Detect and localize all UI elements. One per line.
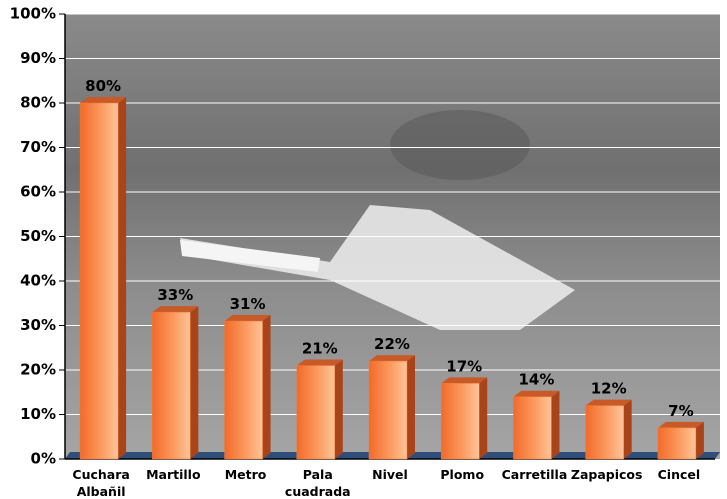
- bar-group: [657, 421, 704, 460]
- x-tick-label: Martillo: [146, 467, 201, 482]
- bar: [224, 320, 263, 460]
- y-tick-label: 80%: [20, 94, 56, 112]
- value-label: 14%: [518, 371, 554, 389]
- bar-group: [224, 315, 271, 460]
- value-label: 31%: [230, 295, 266, 313]
- bar-top: [296, 359, 343, 366]
- bar: [657, 427, 697, 460]
- x-tick-label: Nivel: [372, 467, 408, 482]
- y-tick-label: 0%: [31, 450, 56, 468]
- bar-top: [441, 377, 488, 384]
- bar: [368, 360, 408, 460]
- y-tick-label: 70%: [20, 138, 56, 156]
- y-tick-label: 100%: [10, 5, 56, 23]
- bar: [513, 396, 552, 460]
- y-tick-label: 10%: [20, 405, 56, 423]
- value-label: 22%: [374, 335, 410, 353]
- grid: [65, 13, 720, 415]
- bar-group: [296, 359, 343, 460]
- y-tick-label: 90%: [20, 49, 56, 67]
- bars: [79, 97, 704, 460]
- bar-side: [407, 355, 415, 459]
- value-label: 12%: [591, 380, 627, 398]
- value-label: 17%: [446, 357, 482, 375]
- bar-top: [152, 306, 199, 313]
- bar-side: [334, 359, 343, 459]
- bar-group: [79, 97, 127, 460]
- bar-group: [585, 399, 632, 460]
- bar-side: [262, 315, 271, 459]
- bar: [152, 311, 191, 460]
- bar-side: [190, 306, 199, 459]
- y-tick-label: 20%: [20, 361, 56, 379]
- bar-top: [585, 399, 632, 406]
- value-label: 33%: [157, 286, 193, 304]
- bar-group: [368, 355, 415, 460]
- y-tick-label: 60%: [20, 183, 56, 201]
- x-tick-label: Cincel: [658, 467, 701, 482]
- x-tick-label: Zapapicos: [571, 467, 643, 482]
- value-label: 7%: [668, 402, 693, 420]
- y-tick-label: 30%: [20, 316, 56, 334]
- x-tick-label: Plomo: [440, 467, 484, 482]
- bar: [440, 383, 480, 460]
- bar-top: [369, 355, 415, 362]
- bar-side: [118, 97, 127, 459]
- bar-top: [224, 315, 271, 322]
- y-tick-label: 50%: [20, 227, 56, 245]
- bar-side: [479, 377, 488, 459]
- bar-side: [623, 399, 632, 459]
- bar-side: [551, 390, 560, 459]
- bar: [79, 102, 119, 460]
- x-tick-label: Metro: [225, 467, 267, 482]
- x-tick-label: Pala cuadrada: [285, 467, 351, 499]
- bar: [585, 405, 624, 460]
- x-tick-label: Carretilla: [502, 467, 568, 482]
- bar-top: [513, 390, 560, 397]
- bar-top: [80, 97, 127, 103]
- bar-group: [440, 377, 488, 460]
- value-label: 21%: [302, 340, 338, 358]
- x-tick-label: Cuchara Albañil: [72, 467, 129, 499]
- bar-group: [513, 390, 560, 460]
- bar: [296, 365, 336, 460]
- bar-side: [695, 421, 704, 459]
- value-label: 80%: [85, 77, 121, 95]
- y-tick-label: 40%: [20, 272, 56, 290]
- bar-top: [657, 421, 704, 428]
- bar-group: [152, 306, 199, 460]
